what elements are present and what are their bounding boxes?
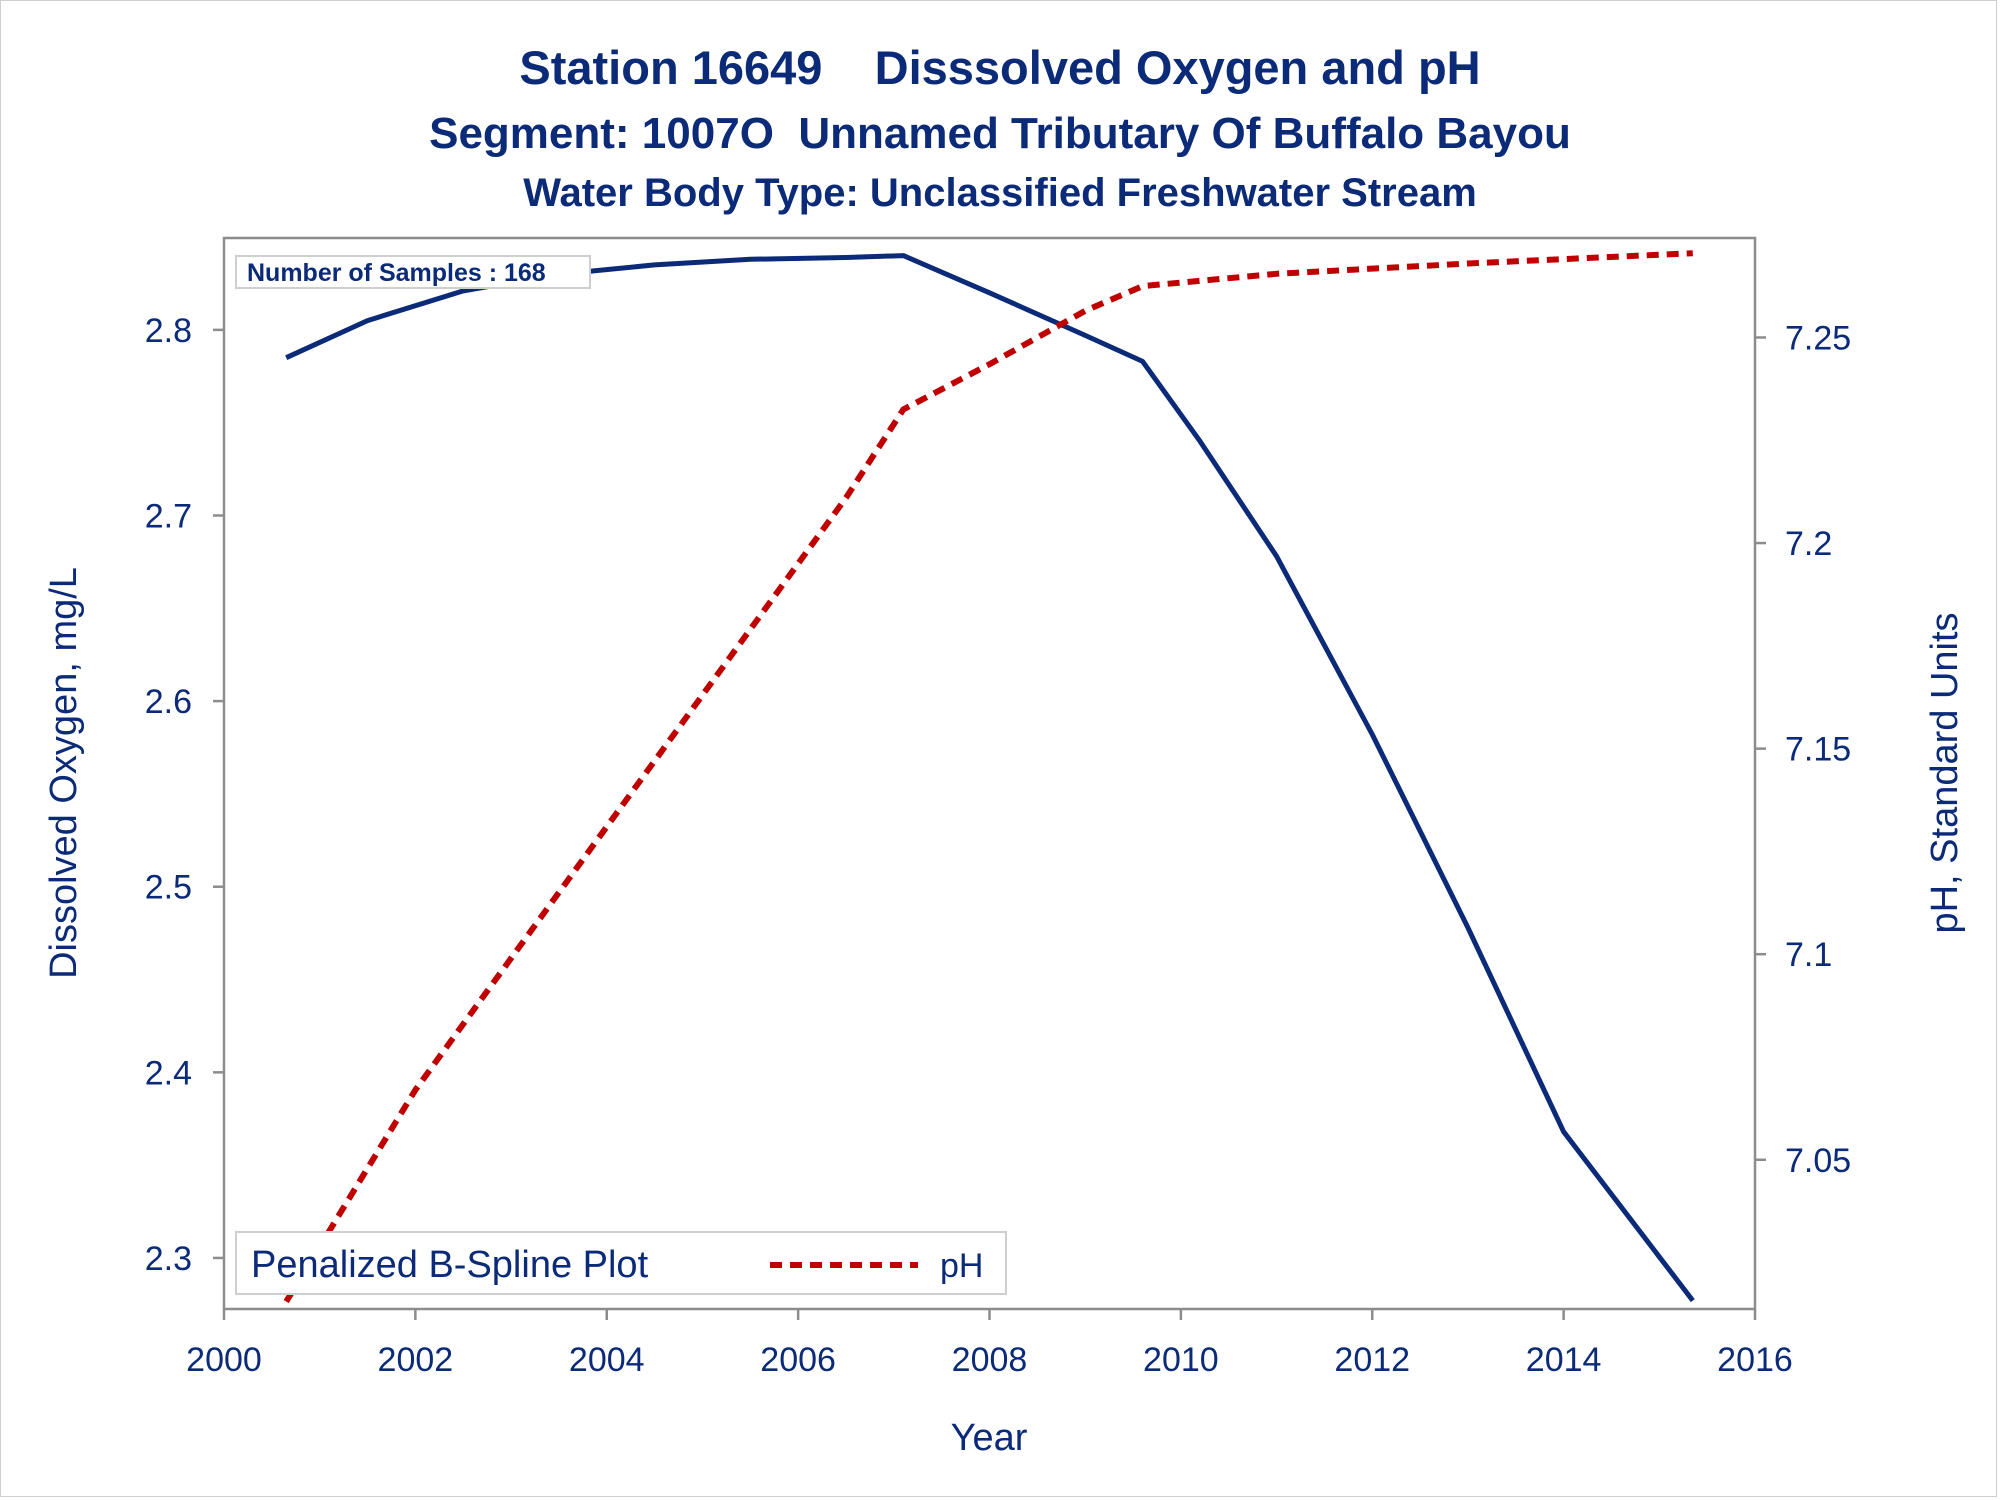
series-line-ph xyxy=(283,250,1693,1304)
x-tick-label-2014: 2014 xyxy=(1526,1341,1602,1379)
chart-subtitle-2: Water Body Type: Unclassified Freshwater… xyxy=(523,171,1477,215)
plot-area xyxy=(222,236,1757,1311)
y-tick-label-2.4: 2.4 xyxy=(145,1054,192,1092)
y2-tick-label-7.15: 7.15 xyxy=(1785,731,1851,769)
y2-tick-label-7.25: 7.25 xyxy=(1785,319,1851,357)
x-tick-label-2000: 2000 xyxy=(186,1341,262,1379)
legend: Penalized B-Spline Plot pH xyxy=(235,1231,1007,1295)
y2-tick-label-7.1: 7.1 xyxy=(1785,936,1832,974)
x-tick-label-2002: 2002 xyxy=(378,1341,454,1379)
x-axis-label: Year xyxy=(951,1417,1028,1459)
y2-tick-label-7.05: 7.05 xyxy=(1785,1142,1851,1180)
y-tick-label-2.3: 2.3 xyxy=(145,1240,192,1278)
sample-count-annotation: Number of Samples : 168 xyxy=(235,255,591,289)
x-tick-label-2012: 2012 xyxy=(1334,1341,1410,1379)
x-tick-label-2016: 2016 xyxy=(1717,1341,1793,1379)
annotation-box xyxy=(235,255,591,289)
series-line-dissolved-oxygen xyxy=(285,253,1695,1303)
y-tick-label-2.8: 2.8 xyxy=(145,312,192,350)
y-tick-label-2.6: 2.6 xyxy=(145,683,192,721)
y-tick-label-2.5: 2.5 xyxy=(145,869,192,907)
annotation-text: Number of Samples : 168 xyxy=(247,259,546,287)
y-axis-right: 7.05 7.1 7.15 7.2 7.25 xyxy=(1755,319,1851,1180)
y-axis-left: 2.3 2.4 2.5 2.6 2.7 2.8 xyxy=(145,312,224,1278)
x-axis: 2000 2002 2004 2006 2008 2010 2012 2014 2016 xyxy=(186,1309,1793,1379)
legend-title: Penalized B-Spline Plot xyxy=(251,1244,649,1286)
x-tick-label-2010: 2010 xyxy=(1143,1341,1219,1379)
y2-axis-label: pH, Standard Units xyxy=(1924,612,1966,933)
series-layer xyxy=(283,250,1695,1304)
x-tick-label-2004: 2004 xyxy=(569,1341,645,1379)
chart-title: Station 16649 Disssolved Oxygen and pH xyxy=(519,41,1480,94)
x-tick-label-2006: 2006 xyxy=(760,1341,836,1379)
legend-entry-ph: pH xyxy=(940,1247,983,1285)
chart-subtitle: Segment: 1007O Unnamed Tributary Of Buff… xyxy=(429,109,1571,158)
y-axis-label: Dissolved Oxygen, mg/L xyxy=(43,567,85,979)
y-tick-label-2.7: 2.7 xyxy=(145,497,192,535)
x-tick-label-2008: 2008 xyxy=(952,1341,1028,1379)
y2-tick-label-7.2: 7.2 xyxy=(1785,525,1832,563)
